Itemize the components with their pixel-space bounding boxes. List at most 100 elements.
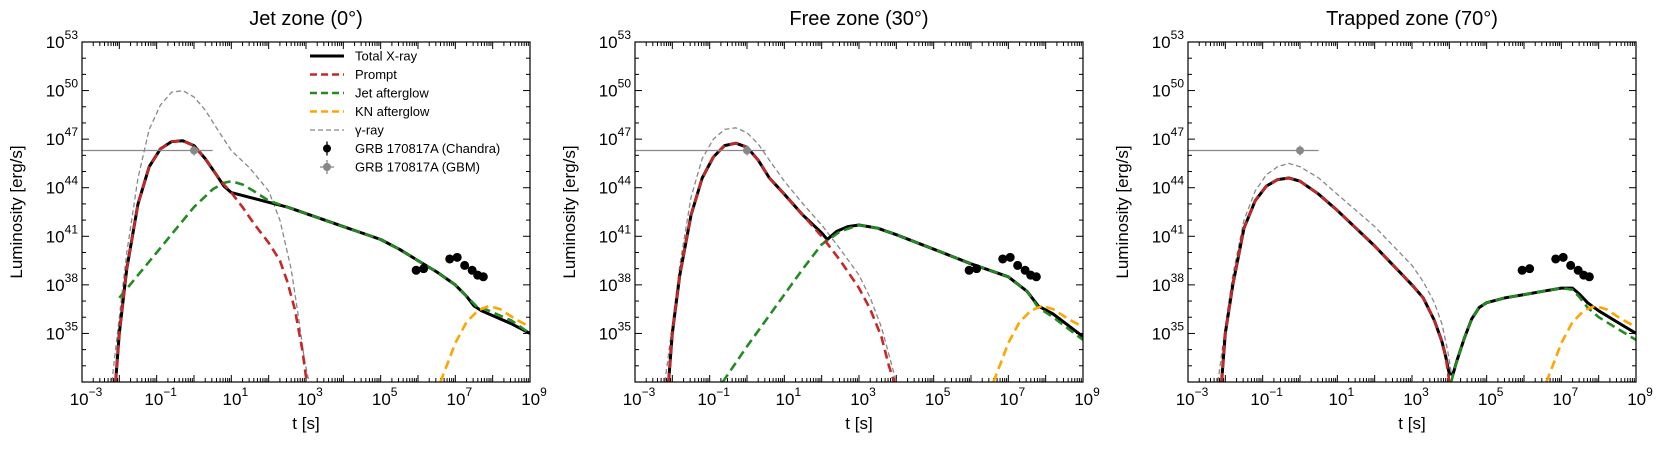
y-tick-label: 1038 (599, 271, 632, 295)
tick-base: 10 (46, 130, 65, 149)
tick-exponent: 35 (65, 319, 79, 333)
gbm-point (743, 146, 751, 155)
x-tick-label: 109 (1074, 385, 1100, 409)
x-axis-label: t [s] (292, 414, 319, 433)
y-tick-label: 1035 (46, 319, 79, 343)
x-tick-label: 10−3 (70, 385, 103, 409)
tick-exponent: 1 (241, 385, 248, 399)
tick-base: 10 (599, 130, 618, 149)
tick-base: 10 (1152, 324, 1171, 343)
tick-exponent: 44 (618, 174, 632, 188)
tick-base: 10 (46, 179, 65, 198)
y-tick-label: 1050 (599, 77, 632, 101)
legend-item-gbm: GRB 170817A (GBM) (320, 160, 480, 175)
chandra-point (411, 265, 421, 275)
tick-exponent: 44 (65, 174, 79, 188)
tick-base: 10 (1152, 130, 1171, 149)
tick-exponent: 41 (618, 222, 632, 236)
series-line-total (114, 139, 530, 382)
tick-exponent: −3 (89, 385, 103, 399)
tick-exponent: −1 (716, 385, 730, 399)
series-line-jet (721, 223, 1083, 382)
legend-label: GRB 170817A (Chandra) (355, 141, 500, 156)
chandra-point (452, 252, 462, 262)
tick-base: 10 (521, 390, 540, 409)
tick-exponent: 7 (465, 385, 472, 399)
tick-base: 10 (1152, 227, 1171, 246)
x-tick-label: 109 (1627, 385, 1653, 409)
tick-exponent: 50 (1171, 77, 1185, 91)
tick-base: 10 (1250, 390, 1269, 409)
tick-exponent: 41 (1171, 222, 1185, 236)
y-tick-label: 1035 (599, 319, 632, 343)
x-tick-label: 105 (925, 385, 951, 409)
tick-base: 10 (1176, 390, 1195, 409)
tick-exponent: 53 (618, 28, 632, 42)
tick-base: 10 (599, 179, 618, 198)
tick-base: 10 (1627, 390, 1646, 409)
chandra-point (478, 272, 488, 282)
y-tick-label: 1035 (1152, 319, 1185, 343)
tick-exponent: −1 (1269, 385, 1283, 399)
tick-base: 10 (697, 390, 716, 409)
tick-exponent: 1 (1347, 385, 1354, 399)
y-tick-label: 1053 (1152, 28, 1185, 52)
y-axis-label: Luminosity [erg/s] (560, 145, 579, 278)
tick-exponent: −3 (642, 385, 656, 399)
tick-base: 10 (46, 324, 65, 343)
tick-base: 10 (599, 324, 618, 343)
series-line-jet (118, 179, 530, 335)
y-tick-label: 1053 (46, 28, 79, 52)
tick-base: 10 (776, 390, 795, 409)
legend-label: Prompt (355, 67, 397, 82)
x-tick-label: 10−3 (1176, 385, 1209, 409)
y-tick-label: 1050 (46, 77, 79, 101)
tick-base: 10 (46, 82, 65, 101)
tick-base: 10 (1152, 276, 1171, 295)
y-tick-label: 1044 (599, 174, 632, 198)
tick-base: 10 (447, 390, 466, 409)
tick-exponent: 47 (1171, 125, 1185, 139)
tick-base: 10 (46, 33, 65, 52)
ticks (1187, 41, 1637, 383)
legend-label: γ-ray (355, 123, 384, 138)
y-tick-label: 1044 (1152, 174, 1185, 198)
tick-exponent: 47 (618, 125, 632, 139)
chart-title: Trapped zone (70°) (1326, 8, 1498, 30)
plot-area (1188, 145, 1636, 382)
chandra-point (998, 254, 1008, 264)
y-tick-label: 1038 (1152, 271, 1185, 295)
y-tick-label: 1050 (1152, 77, 1185, 101)
tick-exponent: 35 (1171, 319, 1185, 333)
tick-exponent: 53 (1171, 28, 1185, 42)
tick-exponent: 9 (540, 385, 547, 399)
series-line-gamma (111, 89, 311, 382)
tick-exponent: 3 (1422, 385, 1429, 399)
tick-exponent: 38 (618, 271, 632, 285)
tick-base: 10 (297, 390, 316, 409)
legend-item-kn: KN afterglow (310, 104, 430, 119)
y-tick-label: 1047 (1152, 125, 1185, 149)
tick-base: 10 (1152, 82, 1171, 101)
series-line-total (1220, 176, 1636, 382)
tick-base: 10 (223, 390, 242, 409)
tick-exponent: 9 (1646, 385, 1653, 399)
x-tick-label: 105 (372, 385, 398, 409)
tick-exponent: 3 (316, 385, 323, 399)
series-line-kn (992, 304, 1083, 382)
x-tick-label: 103 (297, 385, 323, 409)
tick-exponent: −3 (1195, 385, 1209, 399)
x-axis-label: t [s] (1398, 414, 1425, 433)
series-line-kn (439, 304, 530, 382)
y-tick-label: 1041 (599, 222, 632, 246)
tick-base: 10 (70, 390, 89, 409)
tick-exponent: 35 (618, 319, 632, 333)
chandra-point (972, 264, 982, 274)
y-tick-label: 1041 (46, 222, 79, 246)
y-tick-label: 1044 (46, 174, 79, 198)
plot-area (82, 89, 530, 382)
chandra-point (445, 254, 455, 264)
x-tick-label: 103 (1403, 385, 1429, 409)
plot-area (635, 127, 1083, 382)
